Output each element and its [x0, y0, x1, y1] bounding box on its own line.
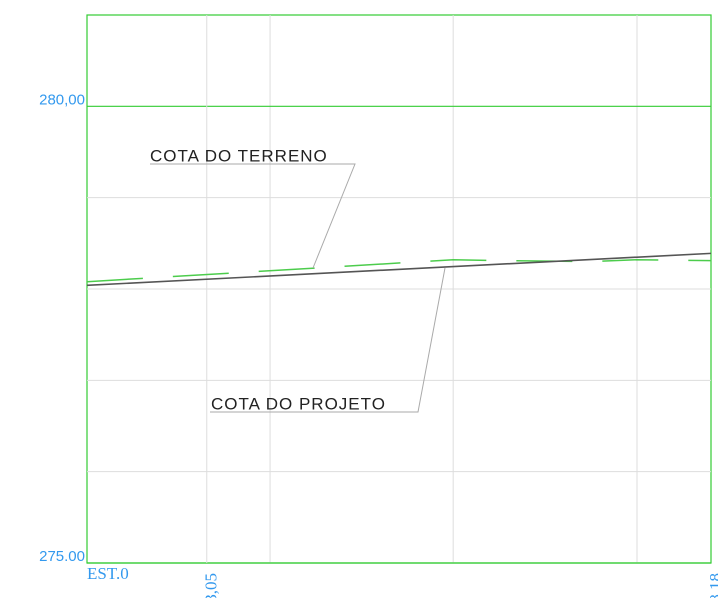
series-line — [86, 252, 712, 287]
x-tick-label: 3,05 — [202, 573, 221, 598]
annotation: COTA DO PROJETO — [211, 394, 386, 413]
annotation: COTA DO TERRENO — [150, 146, 328, 165]
grid — [87, 15, 711, 564]
leader-line — [210, 267, 446, 413]
x-tick-label: 8,18 — [706, 573, 718, 598]
leader-line — [150, 163, 356, 269]
series-line — [86, 259, 712, 283]
leaders — [150, 163, 446, 413]
y-tick-label: 280,00 — [39, 91, 85, 108]
x-tick-label: EST.0 — [87, 564, 129, 583]
marks — [86, 252, 712, 287]
y-tick-label: 275.00 — [39, 548, 85, 565]
